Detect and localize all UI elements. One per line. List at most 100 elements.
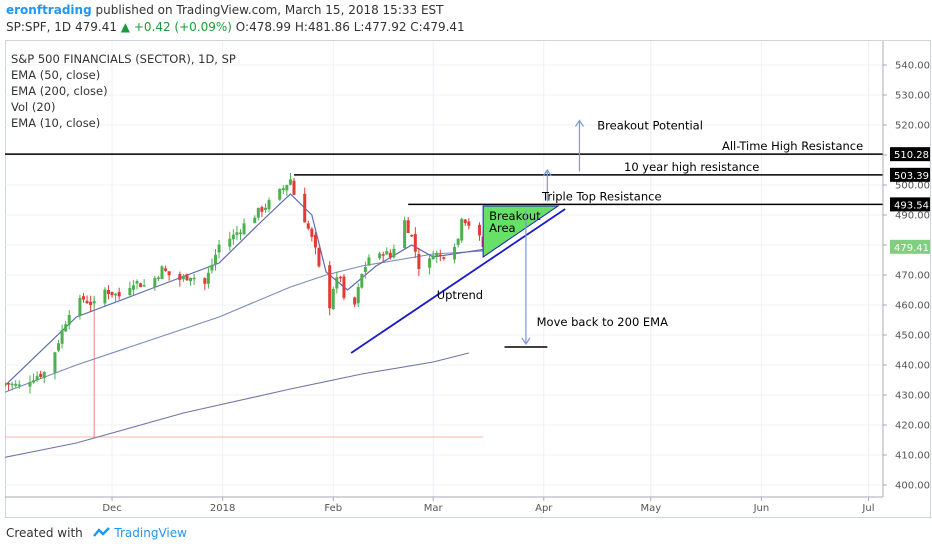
candle-down	[106, 290, 110, 295]
symbol-quote-line: SP:SPF, 1D 479.41 ▲ +0.42 (+0.09%) O:478…	[6, 20, 465, 34]
candle-up	[263, 207, 267, 210]
y-tick-label: 410.00	[895, 451, 930, 462]
candle-up	[156, 277, 160, 279]
candle-down	[438, 254, 442, 257]
candle-up	[214, 254, 218, 264]
candle-down	[328, 265, 332, 309]
candle-up	[32, 380, 36, 383]
y-tick-label: 440.00	[895, 361, 930, 372]
x-tick-label: May	[640, 503, 661, 514]
candle-up	[253, 217, 257, 224]
candle-up	[392, 248, 396, 258]
candle-down	[467, 221, 471, 226]
candle-down	[39, 373, 43, 377]
candle-down	[306, 223, 310, 229]
legend-ema10[interactable]: EMA (10, close)	[11, 116, 101, 130]
candle-down	[110, 291, 114, 296]
y-tick-label: 540.00	[895, 61, 930, 72]
candle-down	[478, 224, 482, 236]
level-price-box-text: 510.28	[894, 150, 929, 161]
candle-up	[153, 278, 157, 288]
candle-up	[228, 238, 232, 247]
y-tick-label: 530.00	[895, 91, 930, 102]
candle-up	[160, 266, 164, 280]
legend-ema50[interactable]: EMA (50, close)	[11, 68, 101, 82]
y-tick-label: 420.00	[895, 421, 930, 432]
y-tick-label: 520.00	[895, 121, 930, 132]
candle-down	[410, 234, 414, 237]
candle-down	[381, 254, 385, 256]
candle-up	[206, 272, 210, 284]
candle-up	[67, 315, 71, 325]
candle-up	[378, 253, 382, 259]
ohlc-text: O:478.99 H:481.86 L:477.92 C:479.41	[235, 20, 465, 34]
candle-up	[103, 289, 107, 304]
resistance-label: All-Time High Resistance	[722, 139, 863, 153]
candle-up	[131, 285, 135, 290]
annotation-label: Breakout Potential	[597, 119, 703, 133]
candle-down	[417, 253, 421, 269]
x-tick-label: Jul	[861, 503, 874, 514]
candle-down	[203, 278, 207, 284]
candle-down	[463, 219, 467, 223]
candle-up	[57, 343, 61, 351]
candle-down	[353, 297, 357, 305]
y-tick-label: 460.00	[895, 301, 930, 312]
candle-up	[288, 179, 292, 185]
resistance-label: 10 year high resistance	[624, 160, 759, 174]
created-with-text: Created with	[6, 526, 83, 540]
ema10-line	[5, 193, 484, 387]
candle-up	[281, 188, 285, 191]
ema50-line	[5, 250, 484, 393]
candle-up	[453, 246, 457, 260]
legend-ema200[interactable]: EMA (200, close)	[11, 84, 108, 98]
candle-up	[231, 234, 235, 240]
level-price-box	[890, 197, 930, 212]
annotation-arrowhead	[521, 337, 531, 346]
author-link[interactable]: eronftrading	[6, 3, 92, 17]
candle-up	[135, 281, 139, 284]
candle-up	[242, 223, 246, 235]
candle-up	[367, 257, 371, 266]
ema200-line	[5, 352, 469, 458]
candle-up	[5, 383, 7, 386]
candle-up	[53, 352, 57, 373]
y-tick-label: 490.00	[895, 211, 930, 222]
candle-down	[85, 300, 89, 304]
candle-up	[267, 200, 271, 210]
candle-down	[317, 247, 321, 267]
candle-up	[189, 277, 193, 282]
level-price-box	[890, 147, 930, 162]
candle-up	[128, 288, 132, 295]
legend-volume[interactable]: Vol (20)	[11, 100, 56, 114]
tradingview-logo[interactable]: TradingView	[92, 526, 187, 540]
y-tick-label: 450.00	[895, 331, 930, 342]
level-price-box	[890, 167, 930, 182]
symbol-text: SP:SPF, 1D 479.41	[6, 20, 117, 34]
x-tick-label: Mar	[424, 503, 444, 514]
x-tick-label: Apr	[535, 503, 553, 514]
candle-up	[14, 383, 18, 386]
y-tick-label: 470.00	[895, 271, 930, 282]
candle-down	[7, 383, 11, 385]
resistance-label: Triple Top Resistance	[541, 189, 662, 203]
candle-down	[413, 234, 417, 252]
candle-up	[181, 276, 185, 280]
candle-up	[256, 207, 260, 218]
breakout-area-label: Area	[489, 221, 515, 235]
candle-up	[192, 277, 196, 280]
y-tick-label: 400.00	[895, 481, 930, 492]
candle-up	[114, 293, 118, 296]
candle-down	[185, 274, 189, 281]
candle-down	[117, 291, 121, 297]
level-price-box-text: 503.39	[894, 171, 929, 182]
current-price-box-text: 479.41	[894, 243, 929, 254]
candle-up	[360, 274, 364, 288]
candle-up	[217, 244, 221, 253]
candle-down	[406, 220, 410, 233]
candle-down	[81, 296, 85, 300]
candle-down	[338, 276, 342, 279]
candle-down	[89, 301, 93, 306]
candle-down	[167, 271, 171, 276]
